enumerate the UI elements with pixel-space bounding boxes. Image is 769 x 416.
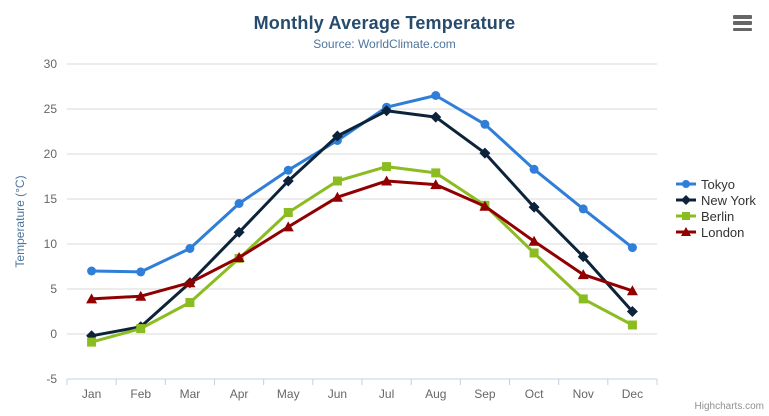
legend-item-tokyo[interactable]: Tokyo [676, 176, 756, 192]
svg-text:15: 15 [44, 192, 58, 206]
hamburger-icon [733, 27, 752, 31]
legend-item-new-york[interactable]: New York [676, 192, 756, 208]
legend-label: London [701, 224, 745, 240]
svg-text:Mar: Mar [180, 387, 201, 401]
svg-text:Jul: Jul [379, 387, 394, 401]
y-axis-labels: -5 0 5 10 15 20 25 30 [44, 57, 58, 386]
credits-link[interactable]: Highcharts.com [694, 401, 764, 412]
svg-text:Nov: Nov [573, 387, 594, 401]
svg-text:Sep: Sep [474, 387, 496, 401]
svg-text:10: 10 [44, 237, 58, 251]
x-axis-labels: Jan Feb Mar Apr May Jun Jul Aug Sep Oct Nov Dec [82, 387, 643, 401]
chart-subtitle: Source: WorldClimate.com [313, 37, 456, 51]
gridlines [67, 63, 657, 380]
svg-text:5: 5 [50, 282, 57, 296]
x-axis [66, 378, 658, 385]
legend-symbol-triangle [676, 227, 696, 236]
svg-text:Jan: Jan [82, 387, 101, 401]
svg-text:20: 20 [44, 147, 58, 161]
svg-text:Oct: Oct [525, 387, 544, 401]
legend-item-berlin[interactable]: Berlin [676, 208, 756, 224]
svg-text:-5: -5 [46, 372, 57, 386]
legend-symbol-diamond [676, 195, 696, 205]
svg-text:25: 25 [44, 102, 58, 116]
series-london[interactable] [86, 175, 638, 304]
legend-label: Tokyo [701, 176, 735, 192]
legend-symbol-square [676, 212, 696, 220]
chart-title: Monthly Average Temperature [253, 13, 516, 33]
y-axis-title: Temperature (°C) [13, 175, 27, 267]
svg-text:0: 0 [50, 327, 57, 341]
export-menu-button[interactable] [733, 15, 753, 31]
svg-text:Aug: Aug [425, 387, 446, 401]
svg-text:Dec: Dec [622, 387, 643, 401]
legend: Tokyo New York Berlin London [676, 176, 756, 240]
hamburger-icon [733, 15, 753, 19]
svg-text:May: May [277, 387, 300, 401]
legend-label: Berlin [701, 208, 735, 224]
svg-text:Feb: Feb [130, 387, 151, 401]
legend-symbol-circle [676, 180, 696, 188]
hamburger-icon [733, 21, 752, 25]
legend-label: New York [701, 192, 756, 208]
series-tokyo[interactable] [87, 91, 637, 277]
legend-item-london[interactable]: London [676, 224, 756, 240]
series-new-york[interactable] [86, 105, 638, 342]
svg-text:Jun: Jun [328, 387, 347, 401]
svg-text:30: 30 [44, 57, 58, 71]
svg-text:Apr: Apr [230, 387, 249, 401]
